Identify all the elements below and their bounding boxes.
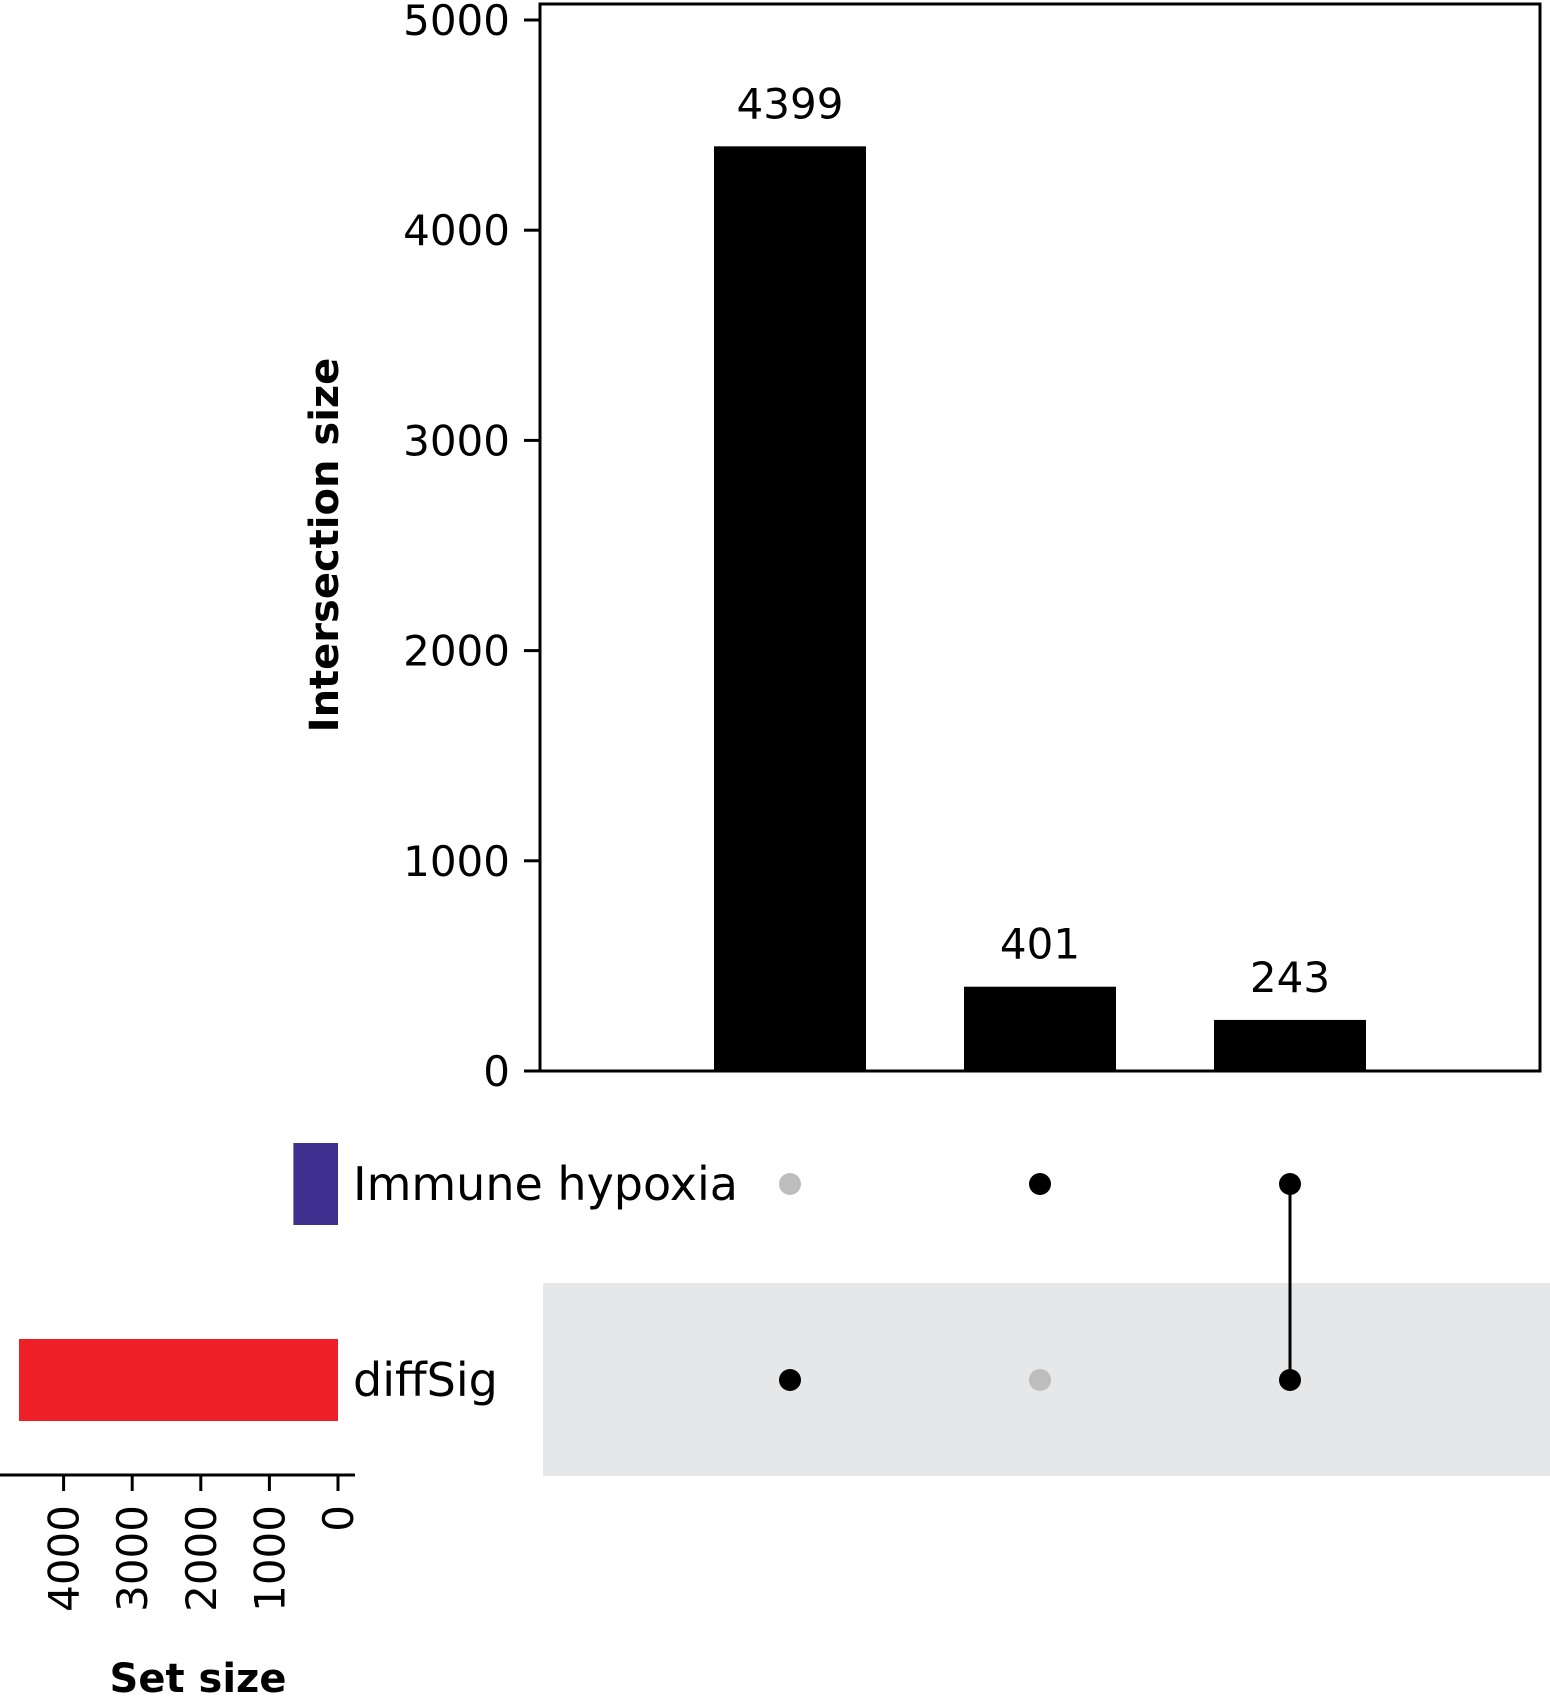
intersection-bar-1 (964, 986, 1116, 1071)
matrix-dot-0-1 (779, 1369, 801, 1391)
y-tick-label-1000: 1000 (403, 837, 510, 886)
set-size-tick-label-3000: 3000 (108, 1505, 157, 1612)
intersection-bars: 4399 401 243 (714, 79, 1366, 1071)
y-tick-label-0: 0 (483, 1047, 510, 1096)
set-size-tick-label-1000: 1000 (245, 1505, 294, 1612)
intersection-matrix (779, 1173, 1301, 1391)
y-tick-label-5000: 5000 (403, 0, 510, 45)
matrix-dot-2-0 (1279, 1173, 1301, 1195)
matrix-dot-1-0 (1029, 1173, 1051, 1195)
set-size-bars: Immune hypoxia diffSig (19, 1143, 738, 1421)
set-size-tick-label-2000: 2000 (177, 1505, 226, 1612)
intersection-bar-label-1: 401 (1000, 920, 1080, 969)
y-axis: 0 1000 2000 3000 4000 5000 (403, 0, 540, 1096)
set-size-axis-title: Set size (110, 1656, 287, 1701)
y-tick-label-2000: 2000 (403, 627, 510, 676)
y-axis-title: Intersection size (302, 358, 348, 733)
intersection-bar-2 (1214, 1019, 1366, 1071)
y-tick-label-4000: 4000 (403, 206, 510, 255)
intersection-bar-label-2: 243 (1250, 953, 1330, 1002)
set-size-axis: 4000 3000 2000 1000 0 (0, 1473, 363, 1612)
matrix-dot-1-1 (1029, 1369, 1051, 1391)
intersection-bar-0 (714, 146, 866, 1071)
matrix-dot-0-0 (779, 1173, 801, 1195)
set-size-bar-1 (19, 1339, 338, 1421)
set-size-bar-0 (293, 1143, 338, 1225)
set-size-tick-label-0: 0 (314, 1505, 363, 1532)
set-size-tick-label-4000: 4000 (40, 1505, 89, 1612)
set-label-0: Immune hypoxia (353, 1157, 738, 1211)
set-label-1: diffSig (353, 1353, 498, 1407)
intersection-bar-label-0: 4399 (737, 79, 844, 128)
y-tick-label-3000: 3000 (403, 416, 510, 465)
matrix-dot-2-1 (1279, 1369, 1301, 1391)
plot-frame (538, 2, 1542, 1073)
